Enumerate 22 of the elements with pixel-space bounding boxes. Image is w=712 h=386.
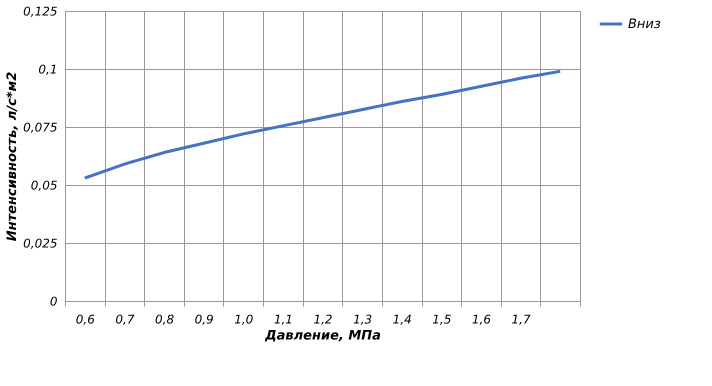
x-tick-label: 1,0 [234, 312, 254, 326]
y-tick-label: 0 [50, 294, 58, 308]
x-tick-label: 1,1 [274, 312, 293, 326]
x-tick-label: 1,6 [472, 312, 492, 326]
y-tick-label: 0,025 [23, 236, 58, 250]
x-tick-label: 1,5 [432, 312, 452, 326]
legend-label: Вниз [628, 17, 661, 32]
x-axis-title: Давление, МПа [264, 328, 381, 344]
y-tick-label: 0,125 [23, 4, 58, 18]
x-tick-label: 1,3 [353, 312, 372, 326]
x-tick-label: 1,4 [392, 312, 412, 326]
y-axis-title: Интенсивность, л/с*м2 [5, 72, 20, 242]
x-tick-label: 0,7 [115, 312, 135, 326]
x-tick-label: 1,7 [512, 312, 531, 326]
y-tick-label: 0,075 [23, 120, 58, 134]
line-series [83, 70, 562, 180]
y-tick-label: 0,1 [38, 62, 58, 76]
x-tick-label: 0,9 [194, 312, 214, 326]
y-tick-label: 0,05 [30, 178, 58, 192]
x-tick-label: 1,2 [313, 312, 333, 326]
x-tick-label: 0,8 [154, 312, 174, 326]
x-tick-label: 0,6 [76, 312, 96, 326]
